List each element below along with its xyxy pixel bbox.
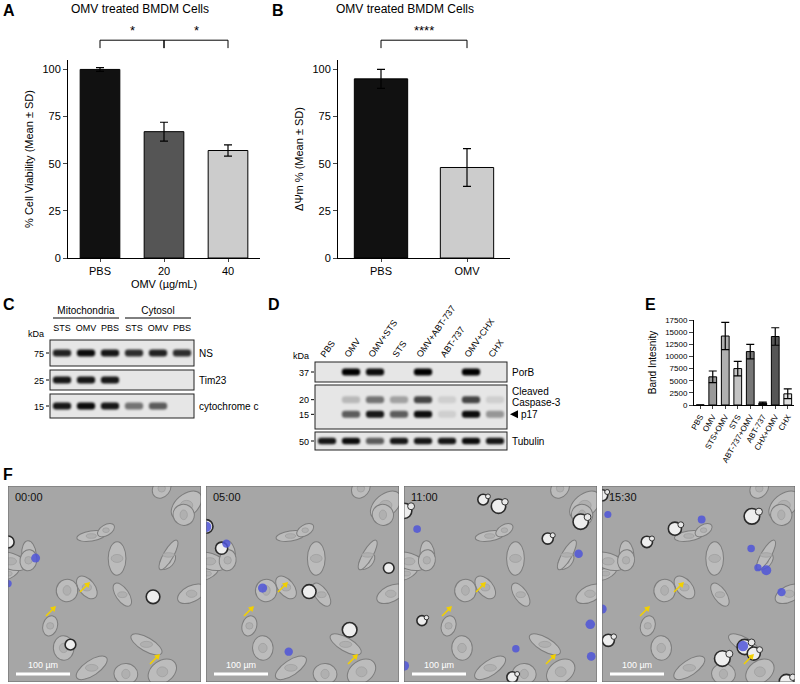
svg-text:% Cell Viability (Mean ± SD): % Cell Viability (Mean ± SD) (23, 90, 35, 228)
svg-text:50: 50 (49, 158, 61, 170)
svg-text:PBS: PBS (318, 339, 337, 359)
svg-text:STS+OMV: STS+OMV (703, 413, 730, 451)
svg-text:ABT-737: ABT-737 (438, 324, 467, 360)
svg-text:STS: STS (390, 339, 408, 359)
svg-text:Band Intesnity: Band Intesnity (647, 331, 658, 394)
svg-text:CHX: CHX (486, 338, 505, 359)
svg-text:p17: p17 (521, 409, 538, 420)
svg-text:100 µm: 100 µm (226, 660, 256, 670)
svg-text:05:00: 05:00 (213, 491, 241, 503)
svg-text:*: * (194, 23, 199, 38)
svg-text:100: 100 (312, 63, 330, 75)
svg-text:STS: STS (727, 413, 743, 431)
svg-text:25: 25 (34, 376, 44, 386)
svg-text:PBS: PBS (173, 323, 191, 333)
svg-text:PBS: PBS (690, 413, 706, 431)
svg-text:OMV+ABT-737: OMV+ABT-737 (414, 303, 458, 360)
html-text:D: D (268, 296, 280, 313)
svg-text:100: 100 (42, 63, 60, 75)
svg-text:7500: 7500 (670, 364, 688, 373)
svg-text:15: 15 (299, 410, 309, 420)
svg-text:STS: STS (53, 323, 71, 333)
svg-text:10000: 10000 (665, 352, 688, 361)
svg-text:40: 40 (222, 265, 234, 277)
svg-text:20: 20 (299, 395, 309, 405)
svg-text:25: 25 (319, 205, 331, 217)
svg-text:PBS: PBS (370, 265, 392, 277)
html-text:A: A (3, 2, 15, 19)
svg-text:kDa: kDa (293, 351, 309, 361)
svg-text:75: 75 (34, 349, 44, 359)
svg-text:OMV: OMV (148, 323, 169, 333)
svg-text:2500: 2500 (670, 389, 688, 398)
svg-text:OMV: OMV (454, 265, 480, 277)
svg-text:Cleaved: Cleaved (512, 386, 549, 397)
svg-text:0: 0 (325, 252, 331, 264)
svg-text:15:30: 15:30 (609, 491, 637, 503)
svg-text:5000: 5000 (670, 377, 688, 386)
svg-text:0: 0 (55, 252, 61, 264)
svg-text:*: * (130, 23, 135, 38)
svg-text:cytochrome c: cytochrome c (199, 401, 258, 412)
svg-text:37: 37 (299, 368, 309, 378)
svg-text:OMV (µg/mL): OMV (µg/mL) (131, 278, 197, 290)
svg-text:Tubulin: Tubulin (512, 436, 544, 447)
svg-text:12500: 12500 (665, 340, 688, 349)
svg-text:****: **** (414, 23, 434, 38)
svg-text:kDa: kDa (28, 329, 44, 339)
svg-text:25: 25 (49, 205, 61, 217)
svg-text:ΔΨm % (Mean ± SD): ΔΨm % (Mean ± SD) (293, 107, 305, 211)
svg-text:Mitochondria: Mitochondria (57, 305, 115, 316)
svg-text:50: 50 (319, 158, 331, 170)
svg-text:STS: STS (125, 323, 143, 333)
svg-text:15: 15 (34, 402, 44, 412)
svg-text:75: 75 (319, 110, 331, 122)
svg-text:NS: NS (199, 348, 213, 359)
svg-text:Caspase-3: Caspase-3 (512, 397, 561, 408)
svg-text:OMV+CHX: OMV+CHX (462, 316, 497, 360)
svg-text:50: 50 (299, 437, 309, 447)
svg-text:OMV treated BMDM Cells: OMV treated BMDM Cells (71, 2, 209, 16)
svg-text:Cytosol: Cytosol (141, 305, 174, 316)
svg-text:CHX: CHX (777, 413, 794, 433)
svg-text:15000: 15000 (665, 328, 688, 337)
svg-text:ABT-737+OMV: ABT-737+OMV (721, 413, 756, 465)
svg-text:20: 20 (158, 265, 170, 277)
svg-text:0: 0 (683, 401, 688, 410)
svg-text:100 µm: 100 µm (28, 660, 58, 670)
svg-text:OMV: OMV (342, 337, 362, 360)
svg-text:PorB: PorB (512, 367, 535, 378)
html-text:B: B (272, 2, 284, 19)
svg-text:OMV: OMV (76, 323, 97, 333)
svg-text:OMV+STS: OMV+STS (366, 318, 400, 360)
svg-text:OMV: OMV (701, 413, 718, 434)
svg-text:PBS: PBS (101, 323, 119, 333)
svg-text:ABT-737: ABT-737 (745, 413, 769, 445)
svg-text:PBS: PBS (89, 265, 111, 277)
html-text:F: F (3, 466, 13, 483)
svg-text:11:00: 11:00 (411, 491, 438, 503)
svg-text:75: 75 (49, 110, 61, 122)
svg-text:Tim23: Tim23 (199, 375, 227, 386)
svg-text:100 µm: 100 µm (424, 660, 454, 670)
svg-text:OMV treated BMDM Cells: OMV treated BMDM Cells (336, 2, 474, 16)
svg-text:17500: 17500 (665, 316, 688, 325)
svg-text:00:00: 00:00 (15, 491, 43, 503)
html-text:E: E (645, 296, 656, 313)
html-text:C: C (3, 296, 15, 313)
svg-text:100 µm: 100 µm (622, 660, 652, 670)
svg-text:CHX+OMV: CHX+OMV (753, 413, 781, 453)
